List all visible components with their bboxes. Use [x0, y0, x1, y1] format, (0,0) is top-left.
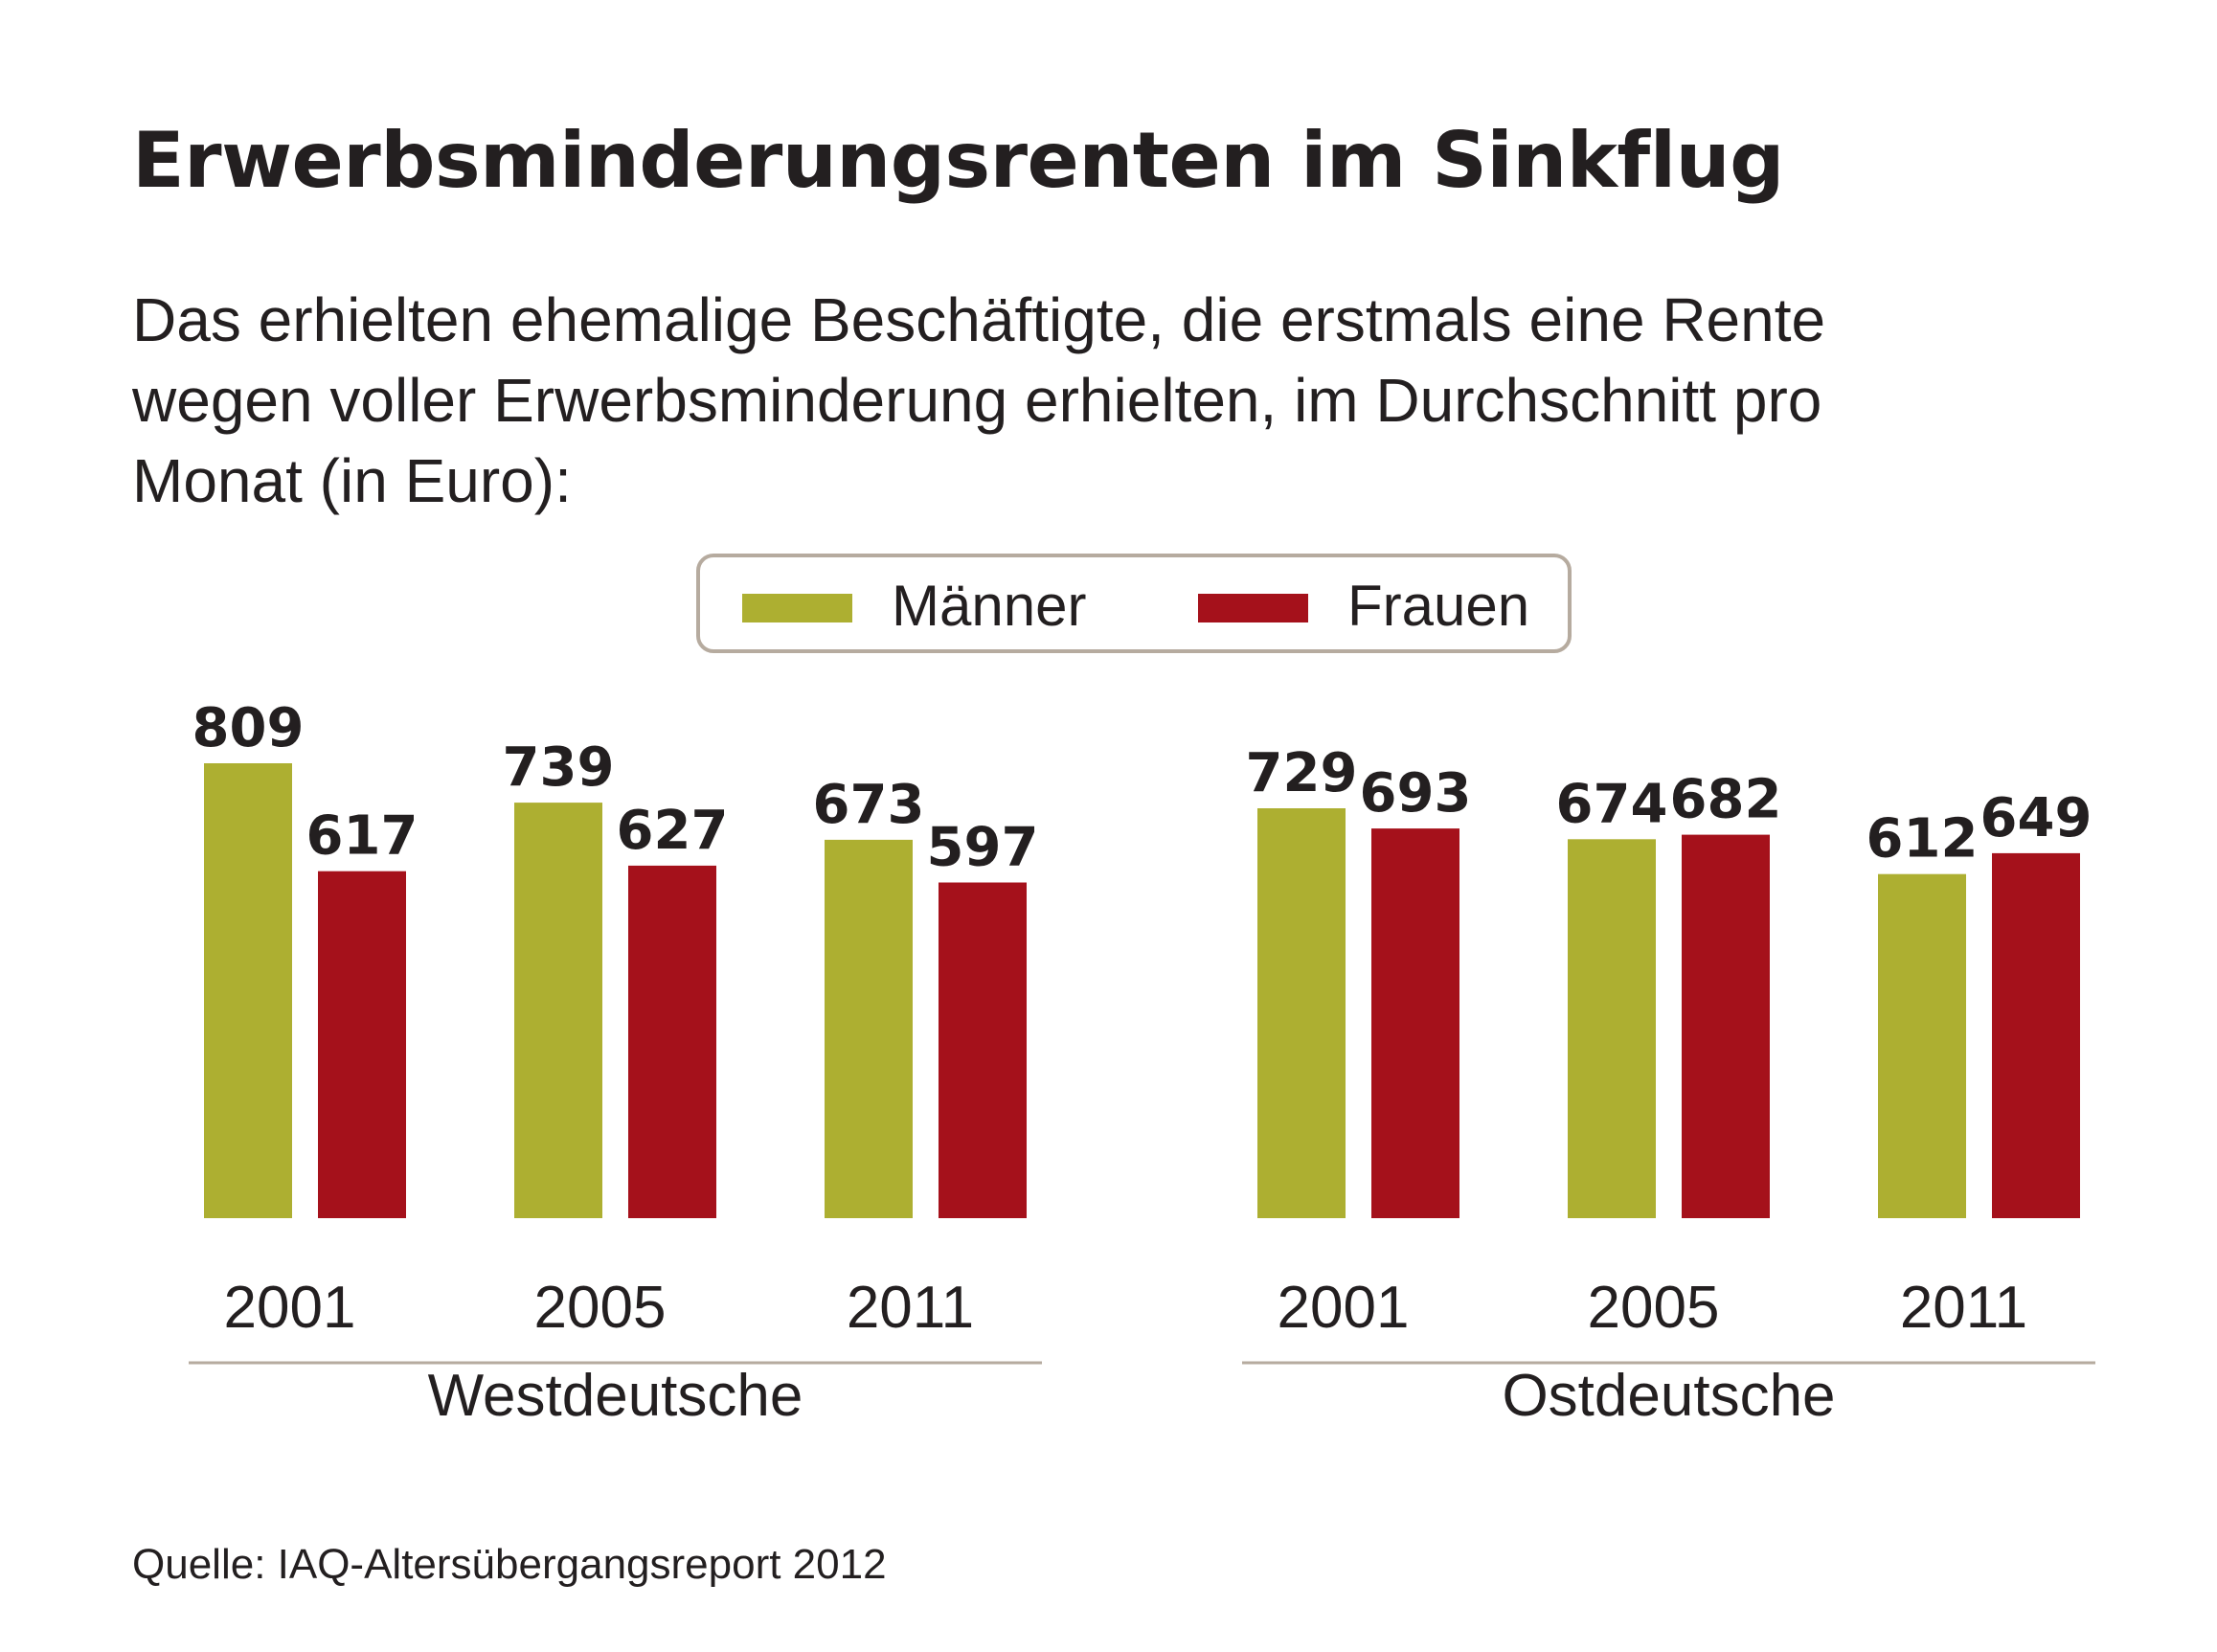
value-label-ostdeutsche-2001-frauen: 693 [1360, 762, 1472, 825]
tick-label-westdeutsche-2001: 2001 [224, 1275, 356, 1341]
tick-label-ostdeutsche-2011: 2011 [1900, 1275, 2027, 1341]
bar-ostdeutsche-2005-maenner [1568, 839, 1656, 1218]
legend-label-frauen: Frauen [1347, 574, 1530, 638]
subtitle-line-3: Monat (in Euro): [132, 446, 572, 515]
page-subtitle: Das erhielten ehemalige Beschäftigte, di… [132, 280, 2191, 521]
chart-legend: Männer Frauen [696, 554, 1572, 653]
tick-label-westdeutsche-2011: 2011 [847, 1275, 974, 1341]
bar-ostdeutsche-2011-frauen [1992, 852, 2080, 1218]
legend-swatch-frauen [1198, 594, 1308, 622]
value-label-westdeutsche-2005-frauen: 627 [617, 800, 729, 862]
bar-westdeutsche-2011-frauen [939, 882, 1027, 1218]
subtitle-line-2: wegen voller Erwerbsminderung erhielten,… [132, 366, 1822, 435]
bar-westdeutsche-2001-maenner [204, 763, 292, 1218]
page-title: Erwerbsminderungsrenten im Sinkflug [132, 116, 1784, 205]
bar-westdeutsche-2005-maenner [514, 803, 602, 1218]
value-label-westdeutsche-2005-maenner: 739 [503, 736, 615, 799]
bar-ostdeutsche-2001-maenner [1257, 808, 1346, 1218]
subtitle-line-1: Das erhielten ehemalige Beschäftigte, di… [132, 285, 1826, 354]
legend-label-maenner: Männer [892, 574, 1087, 638]
value-label-ostdeutsche-2005-maenner: 674 [1556, 773, 1668, 835]
tick-label-ostdeutsche-2005: 2005 [1588, 1275, 1720, 1341]
value-label-westdeutsche-2011-frauen: 597 [927, 817, 1039, 879]
panel-label-ostdeutsche: Ostdeutsche [1502, 1363, 1835, 1429]
value-label-ostdeutsche-2011-frauen: 649 [1980, 787, 2093, 849]
value-label-ostdeutsche-2001-maenner: 729 [1246, 742, 1358, 804]
tick-label-westdeutsche-2005: 2005 [534, 1275, 667, 1341]
bar-ostdeutsche-2011-maenner [1878, 873, 1966, 1218]
value-label-westdeutsche-2001-frauen: 617 [306, 805, 419, 868]
legend-swatch-maenner [742, 594, 852, 622]
panel-label-westdeutsche: Westdeutsche [428, 1363, 803, 1429]
bar-ostdeutsche-2001-frauen [1371, 828, 1459, 1218]
bar-westdeutsche-2001-frauen [318, 871, 406, 1218]
bar-westdeutsche-2011-maenner [825, 839, 913, 1218]
bar-westdeutsche-2005-frauen [628, 865, 716, 1218]
value-label-ostdeutsche-2011-maenner: 612 [1866, 808, 1979, 871]
value-label-westdeutsche-2011-maenner: 673 [813, 774, 925, 836]
source-note: Quelle: IAQ-Altersübergangsreport 2012 [132, 1541, 887, 1588]
value-label-westdeutsche-2001-maenner: 809 [192, 697, 305, 759]
bar-ostdeutsche-2005-frauen [1682, 834, 1770, 1218]
value-label-ostdeutsche-2005-frauen: 682 [1670, 769, 1782, 831]
tick-label-ostdeutsche-2001: 2001 [1278, 1275, 1410, 1341]
